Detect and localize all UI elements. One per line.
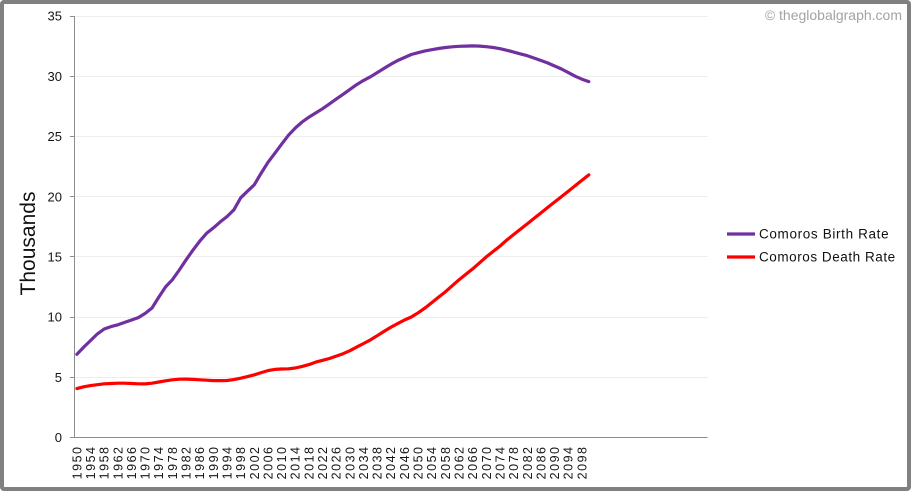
svg-text:2042: 2042 [384,446,398,480]
svg-text:1982: 1982 [180,446,194,480]
svg-text:2010: 2010 [275,446,289,480]
svg-text:2054: 2054 [425,446,439,480]
svg-text:1974: 1974 [152,446,166,480]
svg-text:2046: 2046 [398,446,412,480]
svg-text:2038: 2038 [371,446,385,480]
svg-text:Comoros Death Rate: Comoros Death Rate [759,250,896,265]
svg-text:1958: 1958 [98,446,112,480]
svg-text:1970: 1970 [139,446,153,480]
svg-text:30: 30 [48,69,62,84]
svg-text:1998: 1998 [234,446,248,480]
svg-text:1986: 1986 [193,446,207,480]
svg-text:2074: 2074 [494,446,508,480]
svg-text:0: 0 [55,430,62,445]
svg-text:5: 5 [55,370,62,385]
svg-text:2094: 2094 [562,446,576,480]
svg-text:2014: 2014 [289,446,303,480]
svg-text:1990: 1990 [207,446,221,480]
svg-text:© theglobalgraph.com: © theglobalgraph.com [765,7,902,23]
svg-text:2078: 2078 [507,446,521,480]
svg-text:1994: 1994 [221,446,235,480]
svg-text:2098: 2098 [575,446,589,480]
svg-text:1950: 1950 [70,446,84,480]
svg-text:2022: 2022 [316,446,330,480]
svg-text:10: 10 [48,310,62,325]
svg-text:2050: 2050 [412,446,426,480]
svg-text:2030: 2030 [343,446,357,480]
svg-text:2058: 2058 [439,446,453,480]
svg-text:Comoros Birth Rate: Comoros Birth Rate [759,227,889,242]
svg-text:2062: 2062 [453,446,467,480]
svg-text:2002: 2002 [248,446,262,480]
svg-text:2066: 2066 [466,446,480,480]
svg-text:2034: 2034 [357,446,371,480]
svg-text:2090: 2090 [548,446,562,480]
svg-text:1966: 1966 [125,446,139,480]
svg-text:35: 35 [48,9,62,24]
svg-text:2006: 2006 [261,446,275,480]
svg-text:1962: 1962 [111,446,125,480]
svg-text:15: 15 [48,250,62,265]
svg-text:1954: 1954 [84,446,98,480]
svg-text:2086: 2086 [534,446,548,480]
svg-text:20: 20 [48,189,62,204]
svg-text:2026: 2026 [330,446,344,480]
svg-text:25: 25 [48,129,62,144]
svg-text:1978: 1978 [166,446,180,480]
svg-text:2082: 2082 [521,446,535,480]
svg-text:2070: 2070 [480,446,494,480]
svg-text:Thousands: Thousands [17,192,40,296]
svg-text:2018: 2018 [302,446,316,480]
